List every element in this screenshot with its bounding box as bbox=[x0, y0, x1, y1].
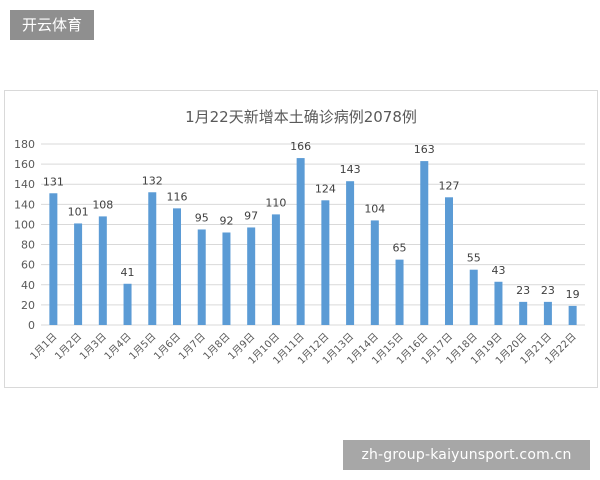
bar bbox=[395, 259, 404, 325]
x-tick-label: 1月3日 bbox=[77, 331, 109, 363]
bar bbox=[370, 220, 379, 325]
data-label: 116 bbox=[167, 190, 188, 203]
y-tick-label: 20 bbox=[21, 299, 35, 312]
data-label: 92 bbox=[219, 214, 233, 227]
brand-label: 开云体育 bbox=[10, 10, 94, 40]
bar bbox=[543, 301, 552, 325]
grid-lines bbox=[41, 143, 585, 326]
data-label: 97 bbox=[244, 209, 258, 222]
bar bbox=[568, 305, 577, 325]
data-label: 55 bbox=[467, 252, 481, 265]
bar bbox=[519, 301, 528, 325]
chart-title: 1月22天新增本土确诊病例2078例 bbox=[185, 108, 417, 126]
y-tick-label: 80 bbox=[21, 239, 35, 252]
bar bbox=[49, 193, 58, 325]
bar bbox=[98, 216, 107, 325]
x-tick-label: 1月6日 bbox=[151, 331, 183, 363]
bar bbox=[494, 281, 503, 325]
data-label: 108 bbox=[92, 198, 113, 211]
bar bbox=[420, 161, 429, 325]
y-tick-label: 60 bbox=[21, 259, 35, 272]
y-tick-label: 140 bbox=[14, 178, 35, 191]
data-label: 23 bbox=[541, 284, 555, 297]
x-tick-label: 1月8日 bbox=[201, 331, 233, 363]
y-tick-label: 180 bbox=[14, 138, 35, 151]
bar bbox=[222, 232, 231, 325]
bar bbox=[469, 269, 478, 325]
data-label: 23 bbox=[516, 284, 530, 297]
data-label: 131 bbox=[43, 175, 64, 188]
data-label: 65 bbox=[393, 242, 407, 255]
bar bbox=[346, 181, 355, 325]
bar bbox=[148, 192, 157, 325]
data-label: 127 bbox=[439, 179, 460, 192]
data-label: 143 bbox=[340, 163, 361, 176]
bar-chart: 1月22天新增本土确诊病例2078例 0 20 40 60 80 100 140 140 160… bbox=[14, 108, 585, 367]
x-tick-label: 1月1日 bbox=[28, 331, 60, 363]
x-tick-label: 1月7日 bbox=[176, 331, 208, 363]
y-tick-label: 100 bbox=[14, 218, 35, 231]
data-label: 43 bbox=[491, 264, 505, 277]
data-label: 41 bbox=[121, 266, 135, 279]
x-tick-label: 1月4日 bbox=[102, 331, 134, 363]
bar bbox=[173, 208, 181, 325]
data-label: 124 bbox=[315, 182, 336, 195]
x-tick-label: 1月5日 bbox=[127, 331, 159, 363]
y-tick-label: 0 bbox=[28, 319, 35, 332]
y-tick-label: 140 bbox=[14, 198, 35, 211]
data-label: 95 bbox=[195, 211, 209, 224]
bar bbox=[247, 227, 256, 325]
bar bbox=[321, 200, 330, 325]
data-label: 132 bbox=[142, 174, 163, 187]
bar bbox=[296, 158, 305, 325]
y-tick-label: 160 bbox=[14, 158, 35, 171]
y-tick-label: 40 bbox=[21, 279, 35, 292]
bar bbox=[123, 283, 132, 325]
bar bbox=[197, 229, 206, 325]
data-label: 166 bbox=[290, 140, 311, 153]
x-axis: 1月1日1月2日1月3日1月4日1月5日1月6日1月7日1月8日1月9日1月10… bbox=[28, 331, 579, 367]
chart-panel: 1月22天新增本土确诊病例2078例 0 20 40 60 80 100 140 140 160… bbox=[4, 90, 598, 388]
x-tick-label: 1月2日 bbox=[53, 331, 85, 363]
watermark-url: zh-group-kaiyunsport.com.cn bbox=[343, 440, 590, 470]
bar bbox=[271, 214, 280, 325]
bar bbox=[74, 223, 83, 325]
data-label: 19 bbox=[566, 288, 580, 301]
data-label: 104 bbox=[364, 202, 385, 215]
data-label: 101 bbox=[68, 205, 89, 218]
data-label: 163 bbox=[414, 143, 435, 156]
bars bbox=[49, 158, 577, 325]
data-label: 110 bbox=[265, 196, 286, 209]
y-axis: 0 20 40 60 80 100 140 140 160 180 bbox=[14, 138, 35, 332]
bar bbox=[445, 197, 453, 325]
